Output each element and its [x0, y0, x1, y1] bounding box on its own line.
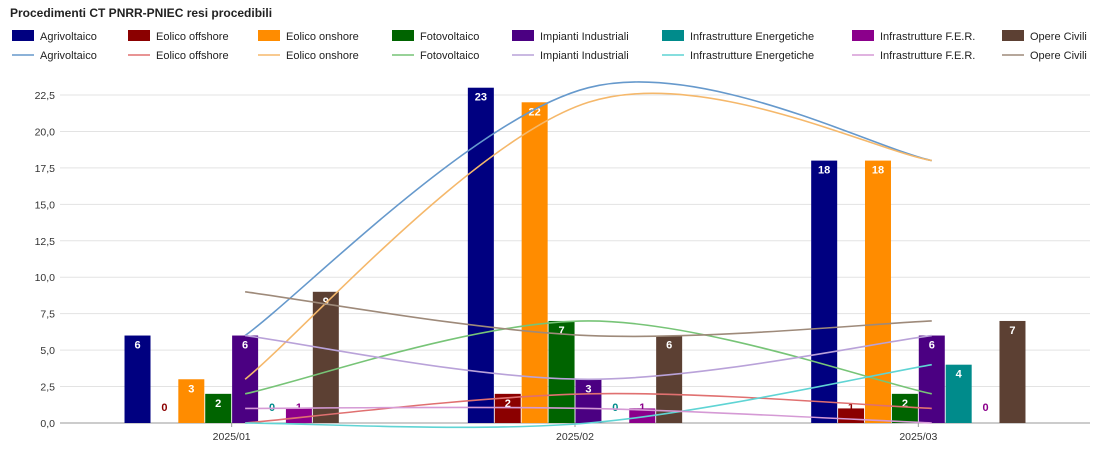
data-label: 7 — [558, 325, 564, 337]
bar — [178, 379, 205, 423]
bar — [312, 291, 339, 423]
y-tick-label: 17,5 — [35, 163, 56, 175]
data-label: 4 — [956, 369, 963, 381]
bar — [285, 408, 312, 423]
legend-label-bar: Infrastrutture Energetiche — [690, 31, 814, 43]
legend-label-line: Eolico onshore — [286, 50, 359, 62]
legend-label-line: Agrivoltaico — [40, 50, 97, 62]
data-label: 9 — [323, 296, 329, 308]
legend-label-bar: Eolico onshore — [286, 31, 359, 43]
data-label: 3 — [188, 383, 194, 395]
legend-swatch-bar — [512, 30, 534, 41]
bar — [548, 320, 575, 423]
y-tick-label: 5,0 — [40, 345, 55, 357]
legend-label-line: Infrastrutture Energetiche — [690, 50, 814, 62]
chart-title: Procedimenti CT PNRR-PNIEC resi procedib… — [10, 6, 273, 20]
legend-label-bar: Eolico offshore — [156, 31, 229, 43]
legend-swatch-bar — [392, 30, 414, 41]
legend-swatch-bar — [852, 30, 874, 41]
data-label: 6 — [242, 340, 248, 352]
legend-label-line: Fotovoltaico — [420, 50, 479, 62]
data-label: 0 — [161, 402, 167, 414]
data-label: 6 — [134, 340, 140, 352]
bar — [575, 379, 602, 423]
bar — [629, 408, 656, 423]
data-label: 22 — [529, 106, 541, 118]
legend-label-line: Opere Civili — [1030, 50, 1087, 62]
legend-label-bar: Infrastrutture F.E.R. — [880, 31, 975, 43]
y-tick-label: 20,0 — [35, 126, 56, 138]
legend-label-bar: Fotovoltaico — [420, 31, 479, 43]
legend-swatch-bar — [662, 30, 684, 41]
data-label: 23 — [475, 92, 487, 104]
legend-label-bar: Impianti Industriali — [540, 31, 629, 43]
bar — [521, 102, 548, 424]
bar — [945, 364, 972, 423]
trend-line — [245, 406, 932, 424]
bar — [205, 393, 232, 423]
trend-line — [245, 334, 932, 381]
legend-swatch-bar — [258, 30, 280, 41]
x-tick-label: 2025/01 — [213, 431, 251, 443]
data-label: 2 — [505, 398, 511, 410]
trend-line — [245, 291, 932, 338]
x-tick-label: 2025/02 — [556, 431, 594, 443]
data-label: 3 — [585, 383, 591, 395]
trend-line — [244, 81, 932, 337]
trend-line — [244, 320, 932, 395]
bar — [656, 335, 683, 423]
data-label: 2 — [215, 398, 221, 410]
legend-label-line: Infrastrutture F.E.R. — [880, 50, 975, 62]
bar — [891, 393, 918, 423]
data-label: 0 — [983, 402, 989, 414]
legend-swatch-bar — [128, 30, 150, 41]
data-label: 1 — [639, 402, 645, 414]
y-tick-label: 22,5 — [35, 90, 56, 102]
trend-line — [244, 92, 932, 380]
legend-swatch-bar — [1002, 30, 1024, 41]
y-tick-label: 0,0 — [40, 418, 55, 430]
legend-label-line: Eolico offshore — [156, 50, 229, 62]
trend-line — [245, 363, 932, 429]
y-tick-label: 7,5 — [40, 309, 55, 321]
y-tick-label: 10,0 — [35, 272, 56, 284]
y-tick-label: 15,0 — [35, 199, 56, 211]
bar — [467, 87, 494, 423]
data-label: 0 — [612, 402, 618, 414]
data-label: 18 — [872, 165, 884, 177]
data-label: 2 — [902, 398, 908, 410]
x-tick-label: 2025/03 — [899, 431, 937, 443]
data-label: 6 — [929, 340, 935, 352]
legend-label-bar: Agrivoltaico — [40, 31, 97, 43]
data-label: 18 — [818, 165, 830, 177]
bar — [864, 160, 891, 423]
data-label: 7 — [1009, 325, 1015, 337]
legend-label-line: Impianti Industriali — [540, 50, 629, 62]
trend-line — [245, 392, 932, 424]
data-label: 1 — [848, 402, 854, 414]
y-tick-label: 2,5 — [40, 382, 55, 394]
y-tick-label: 12,5 — [35, 236, 56, 248]
bar — [124, 335, 151, 423]
legend-swatch-bar — [12, 30, 34, 41]
data-label: 6 — [666, 340, 672, 352]
bar — [811, 160, 838, 423]
legend-label-bar: Opere Civili — [1030, 31, 1087, 43]
bar — [999, 320, 1026, 423]
